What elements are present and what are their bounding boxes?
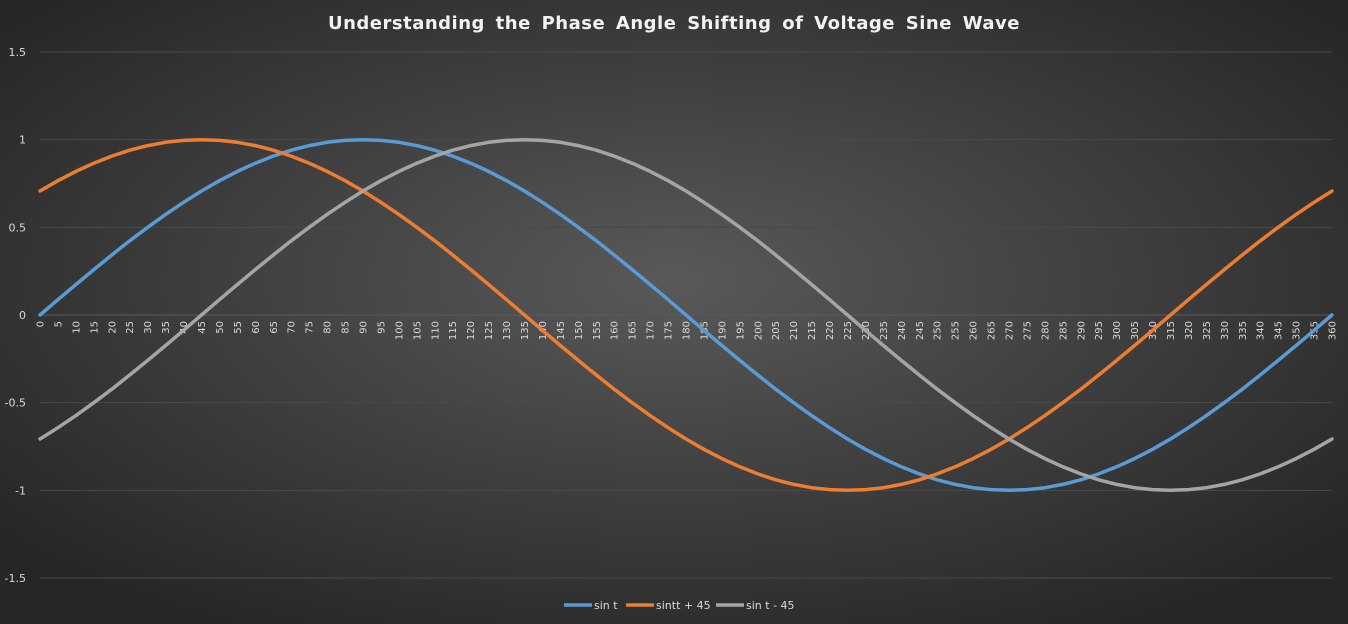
x-tick-label: 220 [825,321,836,340]
x-tick-label: 260 [969,321,980,340]
x-tick-label: 175 [664,321,675,340]
x-tick-label: 335 [1238,321,1249,340]
series-line-2 [38,137,1334,493]
series-line-0 [38,137,1334,493]
x-tick-label: 130 [502,321,513,340]
y-tick-label: -1.5 [5,572,26,585]
y-tick-label: 0.5 [9,221,27,234]
x-tick-label: 210 [789,321,800,340]
x-tick-label: 295 [1094,321,1105,340]
x-tick-label: 190 [717,321,728,340]
x-tick-label: 150 [574,321,585,340]
legend-item: sin t - 45 [716,599,795,612]
x-tick-label: 340 [1256,321,1267,340]
x-tick-label: 215 [807,321,818,340]
x-tick-label: 205 [771,321,782,340]
x-tick-label: 20 [107,321,118,334]
x-tick-label: 285 [1058,321,1069,340]
x-tick-label: 305 [1130,321,1141,340]
legend-item: sin t [564,599,618,612]
y-tick-label: 1 [19,134,26,147]
x-tick-label: 0 [36,321,47,327]
y-tick-label: -1 [15,484,26,497]
chart-title: Understanding the Phase Angle Shifting o… [328,13,1020,34]
x-tick-label: 65 [269,321,280,334]
legend: sin t sintt + 45 sin t - 45 [564,599,795,612]
x-tick-label: 120 [466,321,477,340]
x-tick-label: 275 [1022,321,1033,340]
x-tick-label: 110 [430,321,441,340]
x-tick-label: 70 [287,321,298,334]
x-tick-label: 265 [987,321,998,340]
x-tick-label: 90 [359,321,370,334]
y-tick-label: 0 [19,309,26,322]
x-tick-label: 250 [933,321,944,340]
x-tick-label: 270 [1005,321,1016,340]
x-tick-label: 105 [412,321,423,340]
x-tick-label: 195 [735,321,746,340]
x-tick-label: 60 [251,321,262,334]
x-tick-label: 330 [1220,321,1231,340]
x-tick-label: 15 [89,321,100,334]
legend-label: sin t - 45 [746,599,795,612]
x-tick-label: 125 [484,321,495,340]
x-tick-label: 200 [753,321,764,340]
gridlines [40,51,1332,579]
x-tick-label: 115 [448,321,459,340]
x-tick-label: 315 [1166,321,1177,340]
x-tick-label: 280 [1040,321,1051,340]
x-tick-label: 300 [1112,321,1123,340]
x-tick-label: 50 [215,321,226,334]
x-tick-label: 360 [1328,321,1339,340]
x-tick-label: 135 [520,321,531,340]
y-tick-label: -0.5 [5,397,26,410]
x-tick-label: 145 [556,321,567,340]
x-tick-label: 75 [305,321,316,334]
x-tick-label: 245 [915,321,926,340]
x-tick-label: 160 [610,321,621,340]
series-lines [38,137,1334,493]
x-tick-label: 170 [646,321,657,340]
x-tick-label: 350 [1292,321,1303,340]
x-tick-label: 325 [1202,321,1213,340]
x-tick-label: 320 [1184,321,1195,340]
x-tick-label: 240 [897,321,908,340]
x-tick-label: 30 [143,321,154,334]
x-tick-label: 100 [394,321,405,340]
x-tick-label: 165 [628,321,639,340]
x-tick-label: 290 [1076,321,1087,340]
x-tick-label: 235 [879,321,890,340]
x-tick-label: 85 [341,321,352,334]
x-tick-label: 35 [161,321,172,334]
x-tick-label: 225 [843,321,854,340]
legend-item: sintt + 45 [626,599,711,612]
x-tick-label: 255 [951,321,962,340]
series-line-1 [38,137,1334,493]
y-tick-label: 1.5 [9,46,27,59]
x-tick-label: 55 [233,321,244,334]
x-tick-label: 45 [197,321,208,334]
x-tick-label: 155 [592,321,603,340]
x-tick-label: 10 [71,321,82,334]
x-tick-label: 180 [682,321,693,340]
x-tick-label: 5 [53,321,64,327]
x-tick-label: 345 [1274,321,1285,340]
y-axis-ticks: 1.5 1 0.5 0 -0.5 -1 -1.5 [5,46,26,585]
x-tick-label: 95 [376,321,387,334]
legend-label: sin t [594,599,618,612]
x-tick-label: 80 [323,321,334,334]
x-tick-label: 25 [125,321,136,334]
legend-label: sintt + 45 [656,599,711,612]
